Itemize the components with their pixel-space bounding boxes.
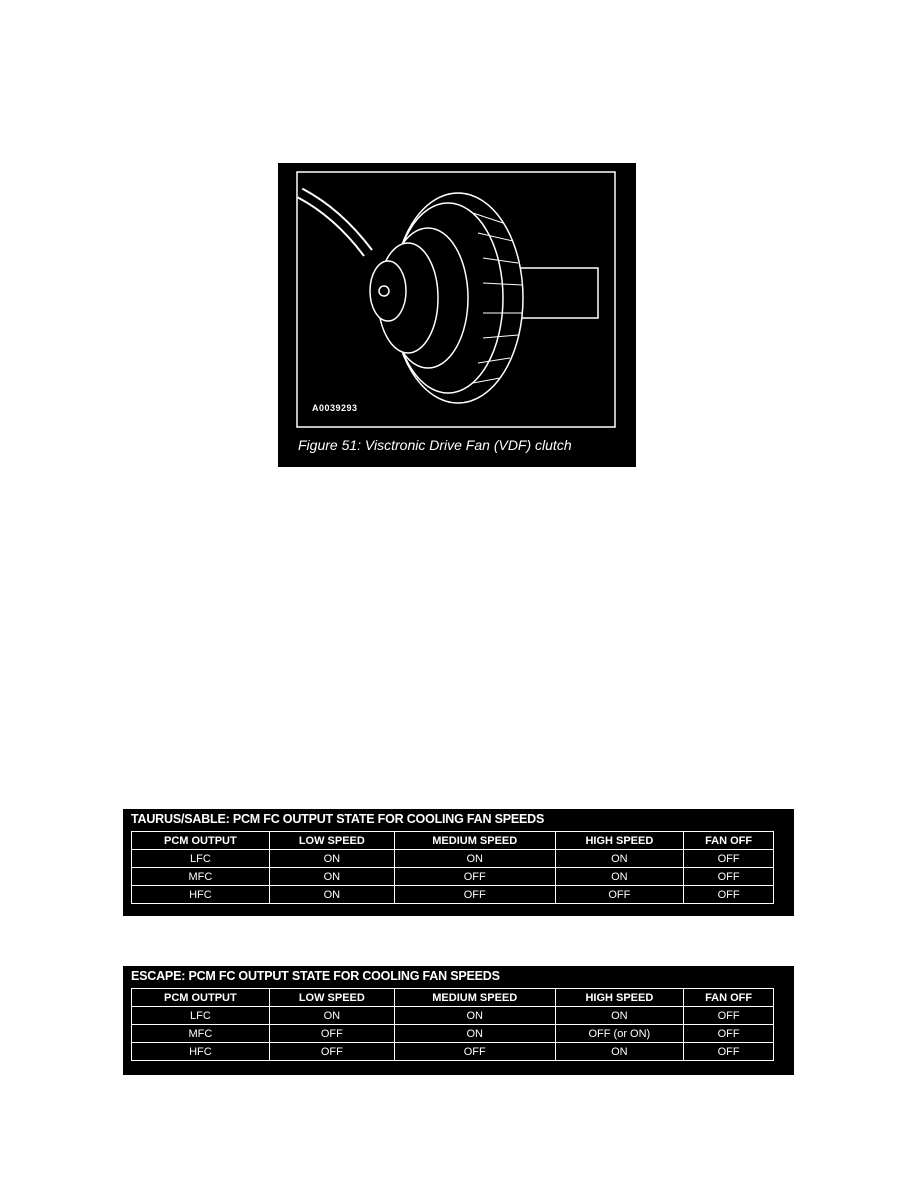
taurus-sable-table: TAURUS/SABLE: PCM FC OUTPUT STATE FOR CO… bbox=[123, 809, 794, 916]
column-header: HIGH SPEED bbox=[554, 988, 685, 1007]
table-row: HFC ON OFF OFF OFF bbox=[131, 885, 774, 904]
fan-clutch-figure: A0039293 Figure 51: Visctronic Drive Fan… bbox=[278, 163, 636, 467]
table-cell: OFF bbox=[393, 867, 556, 886]
table-row: HFC OFF OFF ON OFF bbox=[131, 1042, 774, 1061]
column-header: HIGH SPEED bbox=[554, 831, 685, 850]
column-header: MEDIUM SPEED bbox=[393, 831, 556, 850]
table-header-row: PCM OUTPUT LOW SPEED MEDIUM SPEED HIGH S… bbox=[131, 831, 774, 850]
table-row: LFC ON ON ON OFF bbox=[131, 1006, 774, 1025]
column-header: FAN OFF bbox=[683, 988, 774, 1007]
column-header: LOW SPEED bbox=[268, 988, 395, 1007]
table-cell: OFF bbox=[683, 885, 774, 904]
table-cell: OFF bbox=[683, 867, 774, 886]
column-header: LOW SPEED bbox=[268, 831, 395, 850]
table-row: LFC ON ON ON OFF bbox=[131, 849, 774, 868]
table-cell: OFF bbox=[393, 1042, 556, 1061]
table-cell: HFC bbox=[131, 885, 270, 904]
table-cell: ON bbox=[393, 849, 556, 868]
table-title: TAURUS/SABLE: PCM FC OUTPUT STATE FOR CO… bbox=[131, 812, 545, 826]
table-cell: OFF bbox=[554, 885, 685, 904]
table-cell: ON bbox=[554, 867, 685, 886]
column-header: PCM OUTPUT bbox=[131, 988, 270, 1007]
table-row: MFC OFF ON OFF (or ON) OFF bbox=[131, 1024, 774, 1043]
escape-table: ESCAPE: PCM FC OUTPUT STATE FOR COOLING … bbox=[123, 966, 794, 1075]
table-cell: ON bbox=[268, 885, 395, 904]
table-cell: OFF bbox=[683, 1024, 774, 1043]
table-row: MFC ON OFF ON OFF bbox=[131, 867, 774, 886]
table-cell: OFF bbox=[268, 1024, 395, 1043]
table-title: ESCAPE: PCM FC OUTPUT STATE FOR COOLING … bbox=[131, 969, 500, 983]
fan-speed-table: PCM OUTPUT LOW SPEED MEDIUM SPEED HIGH S… bbox=[131, 831, 774, 904]
table-cell: OFF bbox=[683, 849, 774, 868]
figure-caption: Figure 51: Visctronic Drive Fan (VDF) cl… bbox=[298, 437, 572, 453]
table-cell: ON bbox=[268, 849, 395, 868]
column-header: FAN OFF bbox=[683, 831, 774, 850]
table-cell: ON bbox=[554, 849, 685, 868]
table-cell: HFC bbox=[131, 1042, 270, 1061]
table-cell: ON bbox=[554, 1042, 685, 1061]
figure-id-label: A0039293 bbox=[312, 403, 358, 413]
column-header: PCM OUTPUT bbox=[131, 831, 270, 850]
table-cell: OFF bbox=[268, 1042, 395, 1061]
table-cell: OFF bbox=[683, 1042, 774, 1061]
table-header-row: PCM OUTPUT LOW SPEED MEDIUM SPEED HIGH S… bbox=[131, 988, 774, 1007]
table-cell: ON bbox=[268, 1006, 395, 1025]
table-cell: ON bbox=[393, 1006, 556, 1025]
fan-clutch-illustration bbox=[296, 171, 616, 428]
table-cell: OFF (or ON) bbox=[554, 1024, 685, 1043]
table-cell: OFF bbox=[393, 885, 556, 904]
table-cell: ON bbox=[393, 1024, 556, 1043]
table-cell: LFC bbox=[131, 1006, 270, 1025]
table-cell: MFC bbox=[131, 867, 270, 886]
table-cell: ON bbox=[554, 1006, 685, 1025]
table-cell: ON bbox=[268, 867, 395, 886]
table-cell: OFF bbox=[683, 1006, 774, 1025]
table-cell: LFC bbox=[131, 849, 270, 868]
fan-speed-table: PCM OUTPUT LOW SPEED MEDIUM SPEED HIGH S… bbox=[131, 988, 774, 1061]
table-cell: MFC bbox=[131, 1024, 270, 1043]
column-header: MEDIUM SPEED bbox=[393, 988, 556, 1007]
